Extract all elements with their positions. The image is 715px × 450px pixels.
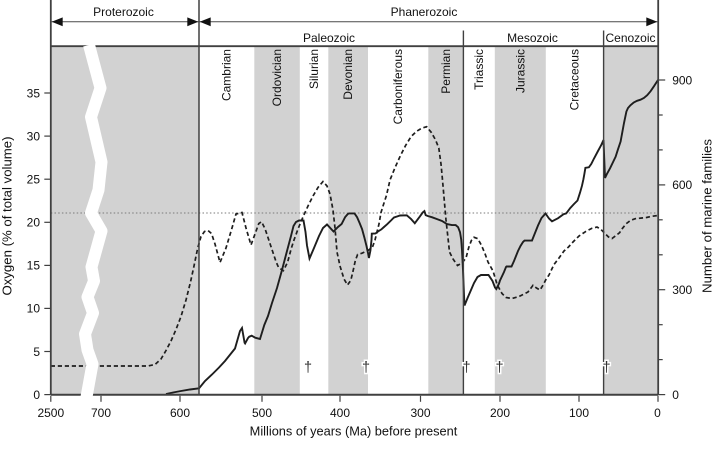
svg-text:†: † <box>462 360 470 376</box>
svg-text:35: 35 <box>27 86 41 100</box>
svg-text:15: 15 <box>27 259 41 273</box>
svg-text:Oxygen (% of total volume): Oxygen (% of total volume) <box>0 136 15 295</box>
svg-text:†: † <box>362 360 370 376</box>
svg-text:Mesozoic: Mesozoic <box>507 31 558 45</box>
svg-text:30: 30 <box>27 129 41 143</box>
svg-text:Jurassic: Jurassic <box>513 49 527 93</box>
svg-text:200: 200 <box>490 406 510 420</box>
svg-text:900: 900 <box>672 73 692 87</box>
svg-text:†: † <box>602 360 610 376</box>
svg-text:†: † <box>462 360 470 376</box>
svg-text:Ordovician: Ordovician <box>270 49 284 106</box>
svg-text:500: 500 <box>252 406 272 420</box>
svg-text:Number of marine families: Number of marine families <box>700 139 715 293</box>
svg-text:0: 0 <box>654 406 661 420</box>
svg-text:600: 600 <box>170 406 190 420</box>
svg-text:700: 700 <box>91 406 111 420</box>
svg-text:2500: 2500 <box>37 406 64 420</box>
svg-text:20: 20 <box>27 216 41 230</box>
svg-text:†: † <box>304 360 312 376</box>
svg-text:Carboniferous: Carboniferous <box>391 49 405 124</box>
svg-text:300: 300 <box>410 406 430 420</box>
svg-text:Proterozoic: Proterozoic <box>93 5 154 19</box>
svg-text:600: 600 <box>672 178 692 192</box>
svg-text:†: † <box>495 360 503 376</box>
svg-text:†: † <box>362 360 370 376</box>
svg-text:Paleozoic: Paleozoic <box>303 31 355 45</box>
svg-text:10: 10 <box>27 302 41 316</box>
svg-text:0: 0 <box>672 388 679 402</box>
svg-text:†: † <box>304 360 312 376</box>
svg-text:400: 400 <box>330 406 350 420</box>
svg-text:†: † <box>495 360 503 376</box>
svg-text:Phanerozoic: Phanerozoic <box>391 5 458 19</box>
svg-text:†: † <box>602 360 610 376</box>
svg-text:0: 0 <box>33 388 40 402</box>
svg-text:Cenozoic: Cenozoic <box>605 31 655 45</box>
svg-text:300: 300 <box>672 283 692 297</box>
svg-text:Devonian: Devonian <box>341 49 355 100</box>
svg-text:Permian: Permian <box>439 49 453 94</box>
svg-text:Millions of years (Ma) before: Millions of years (Ma) before present <box>250 424 458 439</box>
svg-text:5: 5 <box>33 345 40 359</box>
svg-text:25: 25 <box>27 173 41 187</box>
svg-text:100: 100 <box>569 406 589 420</box>
svg-text:Triassic: Triassic <box>472 49 486 90</box>
svg-text:Cretaceous: Cretaceous <box>568 49 582 110</box>
svg-text:Cambrian: Cambrian <box>220 49 234 101</box>
svg-text:Silurian: Silurian <box>307 49 321 89</box>
